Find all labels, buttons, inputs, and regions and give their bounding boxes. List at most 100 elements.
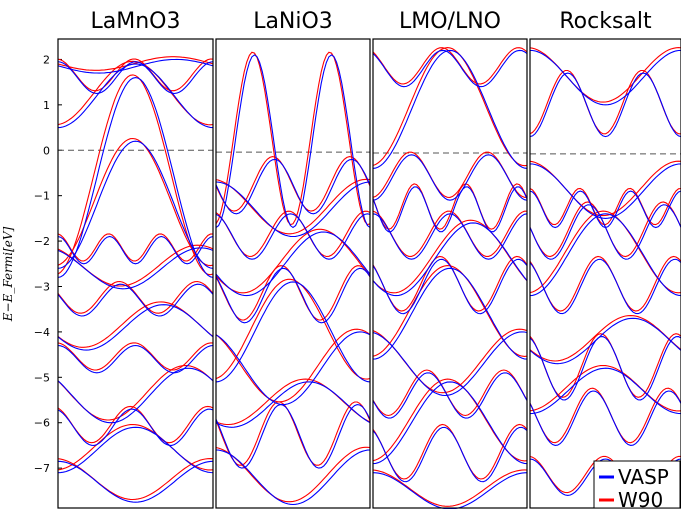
w90-band-line <box>58 58 213 92</box>
w90-band-line <box>373 328 527 394</box>
vasp-band-line <box>530 367 681 415</box>
y-tick-label: −2 <box>34 235 50 248</box>
w90-band-line <box>58 233 213 262</box>
vasp-band-line <box>58 140 213 269</box>
bands <box>216 51 370 506</box>
panel-frame <box>529 38 681 509</box>
w90-band-line <box>373 255 527 312</box>
w90-band-line <box>530 315 681 362</box>
w90-band-line <box>373 469 527 507</box>
vasp-band-line <box>58 304 213 351</box>
w90-band-line <box>58 458 213 501</box>
y-tick-label: −7 <box>34 462 50 475</box>
vasp-band-line <box>216 331 370 406</box>
bands <box>58 56 213 503</box>
w90-band-line <box>58 74 213 276</box>
vasp-band-line <box>216 404 370 469</box>
panel-1: LaMnO3 <box>57 9 214 509</box>
panel-title: LMO/LNO <box>399 9 501 34</box>
vasp-band-line <box>216 231 370 297</box>
legend-label: VASP <box>618 465 669 489</box>
vasp-band-line <box>58 247 213 290</box>
vasp-band-line <box>373 372 527 419</box>
w90-band-line <box>216 328 370 403</box>
panel-title: LaMnO3 <box>91 9 181 34</box>
panel-4: Rocksalt <box>529 9 681 509</box>
w90-band-line <box>373 47 527 167</box>
vasp-band-line <box>373 258 527 315</box>
w90-band-line <box>373 219 527 294</box>
w90-band-line <box>373 47 527 85</box>
vasp-band-line <box>58 235 213 265</box>
vasp-band-line <box>58 283 213 317</box>
vasp-band-line <box>530 204 681 260</box>
panel-frame <box>215 38 371 509</box>
w90-band-line <box>373 369 527 417</box>
y-tick-label: 0 <box>43 144 50 157</box>
vasp-band-line <box>58 367 213 424</box>
vasp-band-line <box>216 181 370 238</box>
vasp-band-line <box>58 61 213 95</box>
vasp-band-line <box>530 390 681 446</box>
w90-band-line <box>58 342 213 371</box>
w90-band-line <box>216 178 370 235</box>
vasp-band-line <box>530 336 681 401</box>
vasp-band-line <box>373 472 527 509</box>
vasp-band-line <box>216 381 370 428</box>
w90-band-line <box>530 387 681 444</box>
vasp-band-line <box>530 258 681 315</box>
vasp-band-line <box>530 163 681 219</box>
vasp-band-line <box>373 154 527 201</box>
vasp-band-line <box>373 186 527 233</box>
panel-title: LaNiO3 <box>253 9 333 34</box>
vasp-band-line <box>373 49 527 169</box>
panel-frame <box>57 38 214 509</box>
vasp-band-line <box>216 54 370 229</box>
vasp-band-line <box>530 49 681 106</box>
vasp-band-line <box>58 344 213 374</box>
y-tick-label: −1 <box>34 190 50 203</box>
y-tick-label: −3 <box>34 280 50 293</box>
vasp-band-line <box>58 426 213 474</box>
y-tick-label: −5 <box>34 371 50 384</box>
w90-band-line <box>373 183 527 230</box>
vasp-band-line <box>216 449 370 506</box>
bands <box>373 47 527 509</box>
bands <box>530 47 681 496</box>
y-axis-label: E−E_Fermi[eV] <box>1 226 15 322</box>
vasp-band-line <box>373 267 527 360</box>
w90-band-line <box>216 278 370 380</box>
y-tick-label: −4 <box>34 326 50 339</box>
w90-band-line <box>216 51 370 226</box>
vasp-band-line <box>216 158 370 215</box>
panel-frame <box>372 38 528 509</box>
y-tick-label: −6 <box>34 417 50 430</box>
y-tick-label: 1 <box>43 99 50 112</box>
y-axis: E−E_Fermi[eV] 2 1 0 −1 −2 −3 −4 −5 −6 −7 <box>1 53 62 475</box>
w90-band-line <box>530 201 681 258</box>
w90-band-line <box>216 446 370 503</box>
w90-band-line <box>216 401 370 466</box>
vasp-band-line <box>58 58 213 74</box>
panel-2: LaNiO3 <box>215 9 371 509</box>
vasp-band-line <box>216 281 370 383</box>
y-tick-label: 2 <box>43 53 50 66</box>
vasp-band-line <box>373 213 527 260</box>
w90-band-line <box>58 280 213 314</box>
panel-3: LMO/LNO <box>372 9 528 509</box>
vasp-band-line <box>530 72 681 138</box>
w90-band-line <box>373 151 527 198</box>
y-tick-layer: 2 1 0 −1 −2 −3 −4 −5 −6 −7 <box>34 53 62 475</box>
w90-band-line <box>530 187 681 226</box>
w90-band-line <box>373 265 527 357</box>
w90-band-line <box>530 255 681 312</box>
vasp-band-line <box>58 77 213 278</box>
vasp-band-line <box>373 381 527 465</box>
w90-band-line <box>58 301 213 348</box>
vasp-band-line <box>373 49 527 88</box>
w90-band-line <box>530 364 681 412</box>
vasp-band-line <box>216 213 370 260</box>
vasp-band-line <box>58 63 213 129</box>
